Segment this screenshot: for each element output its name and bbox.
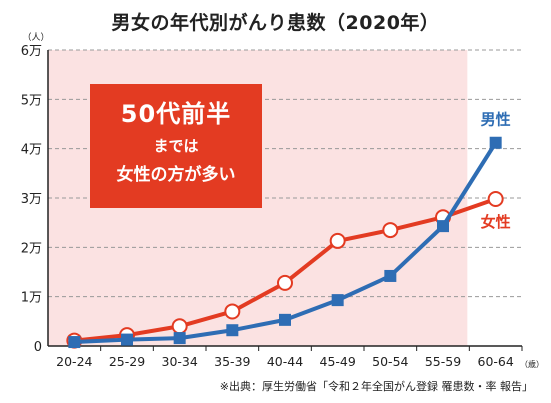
female-data-point xyxy=(487,190,504,207)
chart-title: 男女の年代別がんり患数（2020年） xyxy=(111,12,440,34)
female-data-point xyxy=(329,232,346,249)
male-data-point xyxy=(331,294,344,307)
x-tick-label: 40-44 xyxy=(267,354,303,369)
y-tick-label: 3万 xyxy=(21,192,42,207)
x-tick-label: 35-39 xyxy=(214,354,250,369)
callout-line-2: までは xyxy=(153,137,199,155)
callout-box: 50代前半 までは 女性の方が多い xyxy=(90,84,262,208)
male-data-point xyxy=(68,336,81,349)
female-data-point xyxy=(171,318,188,335)
male-data-point xyxy=(173,332,186,345)
male-data-point xyxy=(437,220,449,233)
male-data-point xyxy=(121,333,133,346)
male-data-point xyxy=(279,313,291,326)
source-note: ※出典：厚生労働省「令和２年全国がん登録 罹患数・率 報告」 xyxy=(219,380,533,393)
female-data-point xyxy=(277,274,293,291)
x-tick-label: 60-64 xyxy=(478,354,514,369)
legend-female-label: 女性 xyxy=(481,213,511,231)
y-tick-label: 1万 xyxy=(21,291,42,306)
y-tick-label: 0 xyxy=(34,340,42,355)
female-data-point xyxy=(382,222,399,239)
x-tick-label: 30-34 xyxy=(162,354,198,369)
x-tick-label: 50-54 xyxy=(372,354,408,369)
x-unit-label: （歳） xyxy=(520,359,544,369)
male-data-point xyxy=(226,324,239,337)
female-data-point xyxy=(224,303,241,320)
y-unit-label: （人） xyxy=(22,32,49,43)
x-tick-label: 55-59 xyxy=(425,354,461,369)
male-data-point xyxy=(489,136,502,149)
callout-line-3: 女性の方が多い xyxy=(116,165,236,185)
male-data-point xyxy=(384,269,397,282)
x-tick-label: 20-24 xyxy=(56,354,92,369)
callout-line-1: 50代前半 xyxy=(120,100,232,128)
y-tick-label: 4万 xyxy=(21,143,42,158)
y-tick-label: 6万 xyxy=(21,44,42,59)
y-tick-label: 2万 xyxy=(21,241,42,256)
x-tick-label: 45-49 xyxy=(320,354,356,369)
legend-male-label: 男性 xyxy=(481,111,511,129)
x-tick-label: 25-29 xyxy=(109,354,145,369)
y-tick-label: 5万 xyxy=(21,93,42,108)
